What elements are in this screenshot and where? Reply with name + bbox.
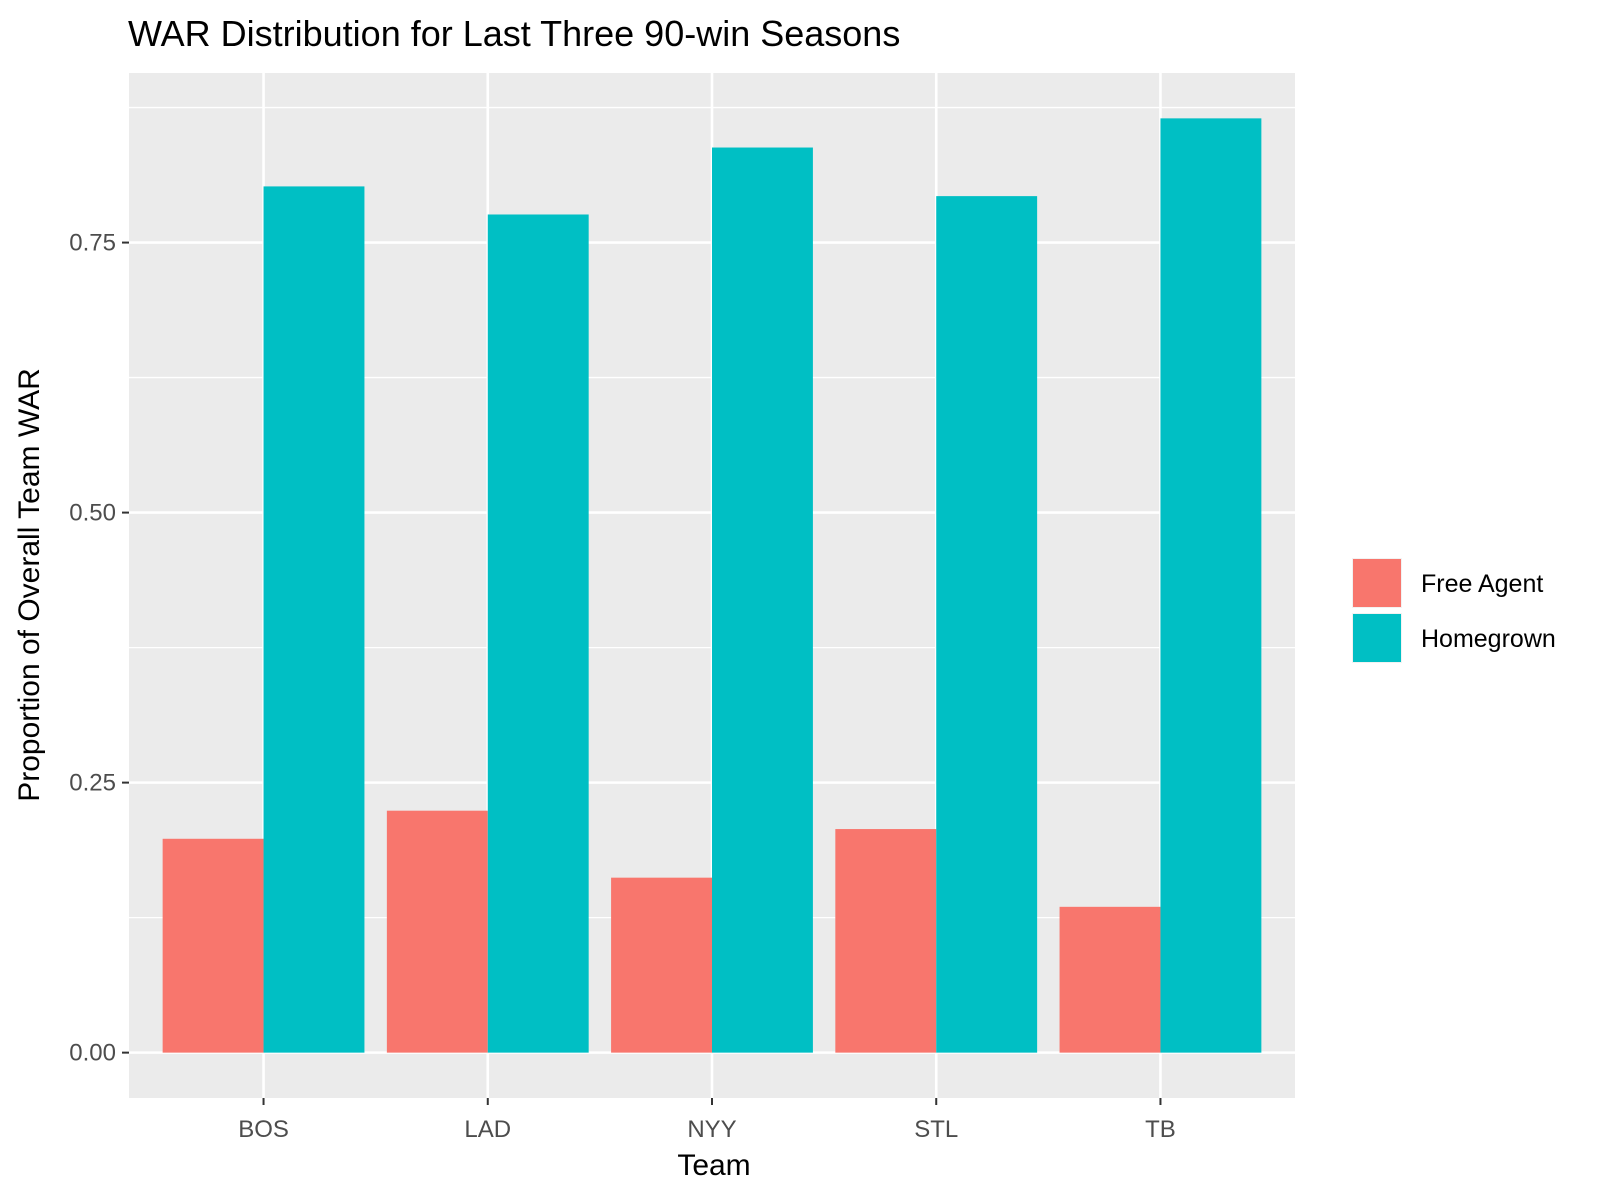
bar-homegrown-tb	[1160, 118, 1262, 1053]
legend-swatch-homegrown	[1353, 614, 1401, 662]
x-tick-label: NYY	[687, 1116, 736, 1143]
bar-free-agent-bos	[162, 838, 264, 1053]
x-tick-label: LAD	[464, 1116, 511, 1143]
legend: Free Agent Homegrown	[1352, 558, 1556, 663]
bar-free-agent-tb	[1059, 906, 1161, 1053]
y-tick-label: 0.25	[69, 770, 116, 797]
legend-label: Free Agent	[1421, 570, 1543, 598]
bars	[162, 118, 1262, 1053]
x-tick-label: BOS	[238, 1116, 289, 1143]
legend-label: Homegrown	[1421, 625, 1556, 653]
x-tick-label: TB	[1145, 1116, 1176, 1143]
y-tick-label: 0.50	[69, 500, 116, 527]
bar-free-agent-stl	[835, 829, 937, 1053]
y-axis-title: Proportion of Overall Team WAR	[13, 368, 46, 802]
bar-free-agent-lad	[386, 810, 488, 1053]
legend-swatch-free-agent	[1353, 559, 1401, 607]
chart-title: WAR Distribution for Last Three 90-win S…	[128, 13, 900, 54]
bar-homegrown-bos	[263, 186, 365, 1053]
bar-homegrown-lad	[487, 214, 589, 1053]
x-tick-label: STL	[914, 1116, 958, 1143]
bar-homegrown-nyy	[712, 147, 813, 1053]
bar-free-agent-nyy	[611, 877, 712, 1053]
y-tick-label: 0.75	[69, 230, 116, 257]
y-tick-label: 0.00	[69, 1040, 116, 1067]
bar-homegrown-stl	[936, 196, 1038, 1053]
y-axis: 0.00 0.25 0.50 0.75	[69, 230, 129, 1067]
x-axis: BOS LAD NYY STL TB	[238, 1098, 1176, 1143]
x-axis-title: Team	[677, 1149, 750, 1182]
